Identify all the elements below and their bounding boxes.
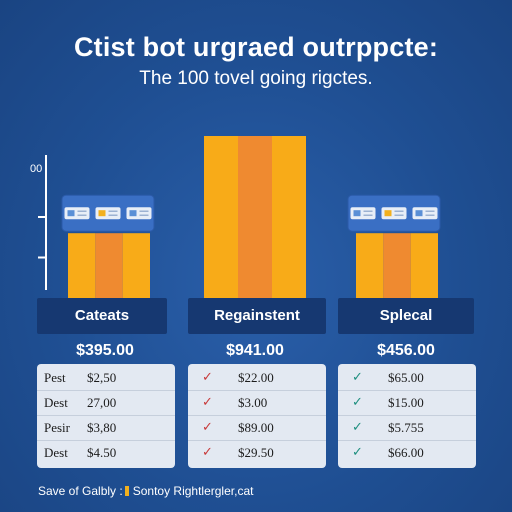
table-row: ✓ $65.00 (338, 366, 476, 391)
row-value: $89.00 (238, 420, 274, 435)
bar-2-right (272, 136, 306, 298)
table-row: Pesir $3,80 (37, 416, 175, 441)
footer-left-text: Save of Galbly : (38, 484, 123, 498)
bar-3-middle (383, 233, 411, 298)
footer: Save of Galbly : Sontoy Rightlergler,cat (38, 484, 253, 498)
check-icon: ✓ (202, 395, 213, 410)
card-chip-icon (98, 210, 106, 217)
category-total-2: $941.00 (226, 342, 284, 359)
row-value: $3,80 (87, 420, 117, 435)
category-total-3: $456.00 (377, 342, 435, 359)
chart-title: Ctist bot urgraed outrppcte: (73, 32, 439, 62)
bar-3-left (356, 233, 384, 298)
card-chip-icon (384, 210, 392, 217)
table-row: ✓ $3.00 (188, 391, 326, 416)
table-row: Pest $2,50 (37, 366, 175, 391)
card-chip-icon (67, 210, 75, 217)
check-icon: ✓ (352, 420, 363, 435)
bar-2-middle (238, 136, 272, 298)
row-value: $4.50 (87, 445, 117, 460)
row-value: $29.50 (238, 445, 274, 460)
check-icon: ✓ (352, 445, 363, 460)
row-value: $66.00 (388, 445, 424, 460)
row-value: $15.00 (388, 395, 424, 410)
price-panel-3: ✓ $65.00 ✓ $15.00 ✓ $5.755 ✓ $66.00 (338, 364, 476, 468)
table-row: ✓ $22.00 (188, 366, 326, 391)
row-value: $3.00 (238, 395, 268, 410)
category-label-1: Cateats (37, 298, 167, 334)
table-row: ✓ $89.00 (188, 416, 326, 441)
row-value: $65.00 (388, 370, 424, 385)
table-row: ✓ $5.755 (338, 416, 476, 441)
table-row: Dest 27,00 (37, 391, 175, 416)
card-chip-icon (129, 210, 137, 217)
table-row: ✓ $15.00 (338, 391, 476, 416)
table-row: Dest $4.50 (37, 441, 175, 465)
row-value: $5.755 (388, 420, 424, 435)
row-label: Dest (44, 445, 68, 460)
row-label: Pest (44, 370, 66, 385)
check-icon: ✓ (352, 395, 363, 410)
row-label: Dest (44, 395, 68, 410)
check-icon: ✓ (202, 420, 213, 435)
row-value: $2,50 (87, 370, 117, 385)
card-chip-icon (415, 210, 423, 217)
check-icon: ✓ (352, 370, 363, 385)
bar-3-right (410, 233, 438, 298)
chart-subtitle: The 100 tovel going rigctes. (139, 68, 373, 89)
bar-1-right (122, 233, 150, 298)
check-icon: ✓ (202, 445, 213, 460)
row-label: Pesir (44, 420, 70, 435)
y-axis-top-label: 00 (30, 163, 42, 175)
bar-2-left (204, 136, 238, 298)
footer-accent-mark (124, 486, 129, 496)
category-total-1: $395.00 (76, 342, 134, 359)
price-panel-2: ✓ $22.00 ✓ $3.00 ✓ $89.00 ✓ $29.50 (188, 364, 326, 468)
table-row: ✓ $29.50 (188, 441, 326, 465)
category-label-2: Regainstent (188, 298, 326, 334)
bar-1-middle (95, 233, 123, 298)
footer-right-text: Sontoy Rightlergler,cat (132, 484, 254, 498)
category-label-3: Splecal (338, 298, 474, 334)
table-row: ✓ $66.00 (338, 441, 476, 465)
row-value: $22.00 (238, 370, 274, 385)
card-chip-icon (353, 210, 361, 217)
bar-1-left (68, 233, 96, 298)
check-icon: ✓ (202, 370, 213, 385)
row-value: 27,00 (87, 395, 117, 410)
price-panel-1: Pest $2,50 Dest 27,00 Pesir $3,80 Dest $… (37, 364, 175, 468)
